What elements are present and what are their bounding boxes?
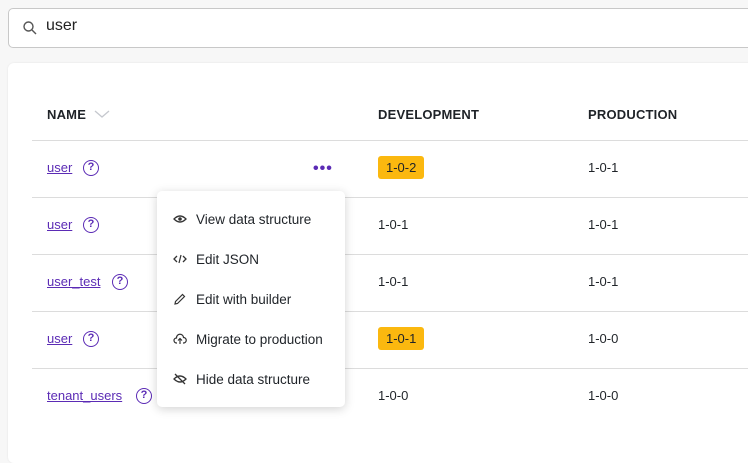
development-version: 1-0-1 [378, 274, 409, 289]
data-structure-name-link[interactable]: user [47, 217, 73, 232]
menu-item-edit-with-builder[interactable]: Edit with builder [157, 279, 345, 319]
chevron-down-icon[interactable] [94, 109, 110, 119]
eye-icon [173, 215, 187, 223]
menu-item-view-data-structure[interactable]: View data structure [157, 199, 345, 239]
help-icon[interactable]: ? [136, 388, 152, 404]
menu-item-hide-data-structure[interactable]: Hide data structure [157, 359, 345, 399]
data-structure-name-link[interactable]: user [47, 331, 73, 346]
column-header-development: DEVELOPMENT [378, 107, 480, 122]
production-version: 1-0-0 [588, 388, 619, 403]
code-icon [173, 254, 187, 264]
menu-item-label: View data structure [196, 211, 312, 227]
column-header-production: PRODUCTION [588, 107, 678, 122]
development-version: 1-0-1 [378, 327, 425, 350]
production-version: 1-0-1 [588, 217, 619, 232]
development-version: 1-0-2 [378, 156, 425, 179]
production-version: 1-0-0 [588, 331, 619, 346]
production-version: 1-0-1 [588, 274, 619, 289]
pencil-icon [174, 293, 186, 305]
help-icon[interactable]: ? [112, 274, 128, 290]
search-input[interactable] [46, 17, 646, 35]
menu-item-label: Edit JSON [196, 251, 260, 267]
data-structures-card [8, 63, 748, 463]
data-structure-name-link[interactable]: user [47, 160, 73, 175]
help-icon[interactable]: ? [83, 217, 99, 233]
divider [32, 140, 748, 141]
menu-item-label: Migrate to production [196, 331, 323, 347]
production-version: 1-0-1 [588, 160, 619, 175]
help-icon[interactable]: ? [83, 331, 99, 347]
search-icon [23, 21, 37, 35]
development-version: 1-0-0 [378, 388, 409, 403]
menu-item-label: Hide data structure [196, 371, 311, 387]
divider [32, 197, 748, 198]
cloud-upload-icon [173, 333, 187, 344]
divider [32, 368, 748, 369]
menu-item-edit-json[interactable]: Edit JSON [157, 239, 345, 279]
search-box[interactable] [8, 8, 748, 48]
data-structure-name-link[interactable]: user_test [47, 274, 101, 289]
menu-item-migrate-to-production[interactable]: Migrate to production [157, 319, 345, 359]
menu-item-label: Edit with builder [196, 291, 292, 307]
more-actions-button[interactable]: ••• [313, 160, 333, 177]
development-version: 1-0-1 [378, 217, 409, 232]
divider [32, 311, 748, 312]
column-header-name[interactable]: NAME [47, 107, 110, 122]
help-icon[interactable]: ? [83, 160, 99, 176]
eye-off-icon [173, 373, 187, 385]
divider [32, 254, 748, 255]
actions-menu: View data structure Edit JSON Edit with … [157, 191, 345, 407]
data-structure-name-link[interactable]: tenant_users [47, 388, 123, 403]
header-label: NAME [47, 107, 87, 122]
